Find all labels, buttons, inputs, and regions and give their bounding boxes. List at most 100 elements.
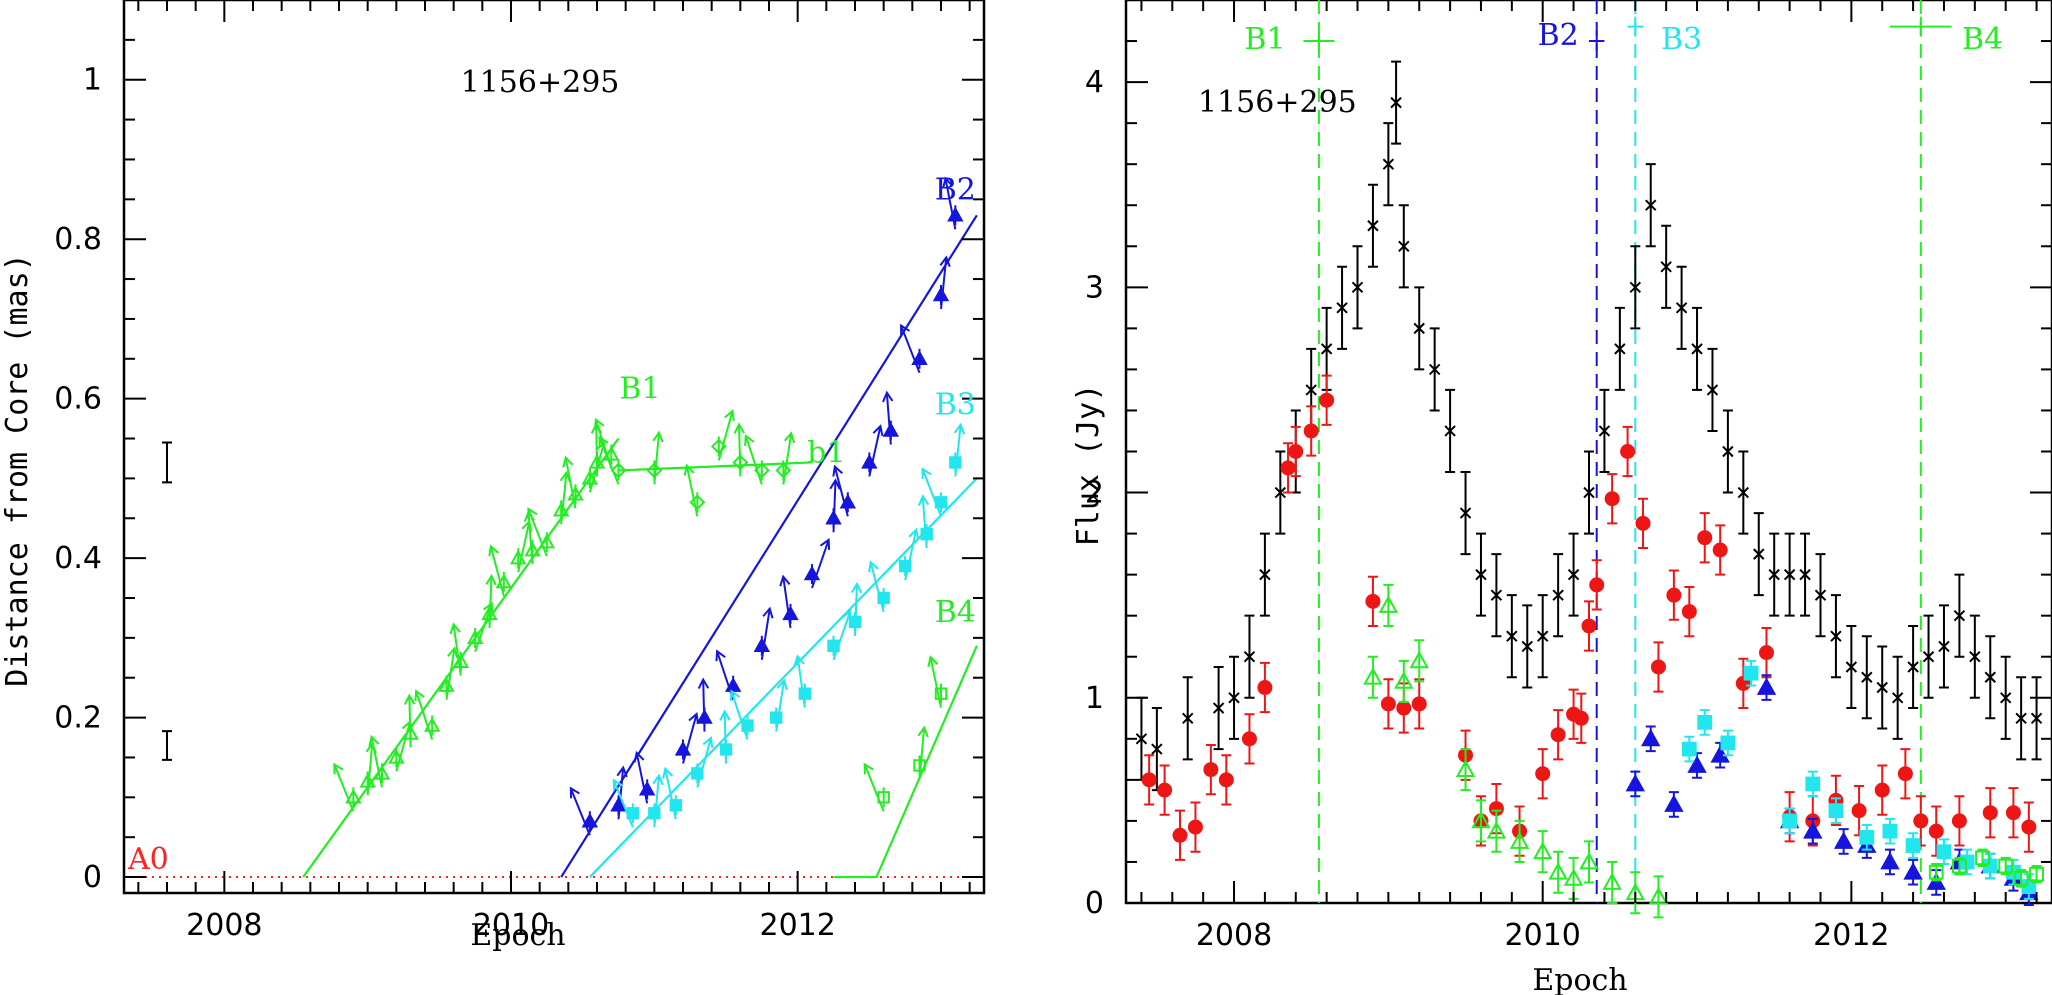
point-core-a0: [1365, 575, 1381, 627]
marker-b1: [345, 788, 362, 804]
marker-core-a0: [1913, 813, 1929, 829]
marker-b3: [877, 591, 890, 605]
marker-b2: [1756, 677, 1777, 695]
vline-marker-b1: [1303, 31, 1335, 52]
marker-b4: [934, 687, 948, 700]
point-total-single-dish: [1428, 327, 1441, 412]
point-b4: [863, 762, 890, 812]
marker-total-single-dish: [2030, 712, 2043, 725]
point-b3: [662, 766, 683, 820]
point-core-a0: [1620, 425, 1636, 478]
marker-total-single-dish: [1506, 630, 1518, 642]
marker-b1: [610, 462, 627, 479]
point-b1: [775, 431, 796, 485]
point-total-single-dish: [1444, 388, 1456, 474]
point-b3: [848, 581, 863, 636]
marker-b1: [359, 772, 376, 788]
marker-b2: [825, 509, 842, 525]
point-b2: [825, 478, 842, 533]
point-total-single-dish: [1922, 614, 1935, 699]
position-error-bar: [162, 441, 172, 484]
motion-arrow-head: [917, 494, 930, 507]
motion-arrow-head: [569, 786, 580, 799]
point-b3: [921, 467, 948, 517]
motion-arrow-head: [908, 527, 920, 540]
point-b1: [368, 734, 391, 788]
point-b4: [1998, 856, 2014, 876]
motion-arrow-head: [598, 435, 609, 448]
point-b3: [1697, 709, 1713, 736]
point-b2: [1903, 858, 1923, 886]
point-core-a0: [1303, 405, 1319, 457]
point-b2: [1756, 674, 1777, 701]
motion-arrow-head: [333, 762, 344, 775]
marker-core-a0: [1411, 696, 1427, 712]
marker-b3: [1782, 813, 1798, 829]
marker-total-single-dish: [1938, 640, 1950, 653]
point-core-a0: [1666, 569, 1682, 621]
point-total-single-dish: [1999, 655, 2012, 740]
motion-arrow-head: [616, 765, 628, 778]
motion-arrow-head: [882, 390, 894, 403]
marker-core-a0: [1620, 444, 1636, 459]
marker-b3: [1720, 735, 1736, 751]
marker-b1: [581, 469, 599, 485]
motion-arrow: [685, 465, 699, 517]
marker-total-single-dish: [1212, 702, 1225, 714]
marker-total-single-dish: [1783, 568, 1796, 581]
point-b3: [1805, 770, 1821, 798]
fit-line-b2: [560, 214, 978, 878]
point-total-single-dish: [1506, 594, 1518, 679]
marker-total-single-dish: [1320, 343, 1333, 355]
motion-arrow-head: [702, 735, 714, 748]
motion-arrow: [904, 529, 918, 581]
motion-arrow-head: [729, 689, 741, 702]
point-b2: [633, 750, 656, 804]
point-total-single-dish: [1660, 224, 1672, 309]
point-b1: [1602, 860, 1622, 904]
motion-arrow-head: [733, 422, 745, 434]
point-core-a0: [1589, 559, 1605, 611]
marker-total-single-dish: [1660, 261, 1672, 273]
marker-b1: [1471, 810, 1491, 829]
motion-arrow-head: [697, 677, 710, 689]
marker-b3: [898, 559, 912, 573]
left-x-tick-label: 2010: [473, 908, 549, 943]
point-b1: [1579, 840, 1599, 884]
right-y-tick-label: 4: [1085, 65, 1104, 100]
marker-b3: [1805, 776, 1821, 792]
motion-arrow-head: [921, 467, 932, 480]
marker-core-a0: [1604, 491, 1620, 507]
marker-core-a0: [1157, 782, 1173, 798]
marker-b3: [1828, 803, 1844, 819]
motion-arrow-head: [449, 622, 461, 635]
marker-total-single-dish: [1706, 384, 1719, 396]
point-b1: [402, 693, 419, 748]
marker-core-a0: [1982, 805, 1998, 821]
motion-arrow-head: [683, 463, 695, 476]
marker-b2: [1880, 851, 1900, 870]
point-total-single-dish: [1969, 614, 1981, 699]
point-b1: [1486, 809, 1507, 853]
marker-b4: [877, 791, 890, 804]
motion-arrow: [333, 764, 355, 812]
point-core-a0: [1697, 512, 1713, 564]
point-b1: [333, 762, 362, 812]
point-b1: [1409, 639, 1429, 683]
marker-b2: [724, 677, 742, 692]
marker-core-a0: [1712, 542, 1728, 558]
point-error-bar: [1414, 639, 1425, 683]
point-b2: [882, 390, 900, 445]
point-b3: [827, 609, 852, 661]
marker-b3: [1905, 838, 1921, 853]
marker-b3: [848, 615, 862, 629]
point-b1: [1509, 819, 1530, 863]
point-core-a0: [1187, 801, 1203, 853]
right-x-axis-label: Epoch: [1532, 963, 1627, 995]
point-b2: [753, 606, 774, 660]
marker-core-a0: [2005, 805, 2021, 821]
marker-b2: [911, 350, 928, 365]
point-total-single-dish: [1552, 553, 1564, 638]
point-total-single-dish: [1521, 604, 1533, 689]
